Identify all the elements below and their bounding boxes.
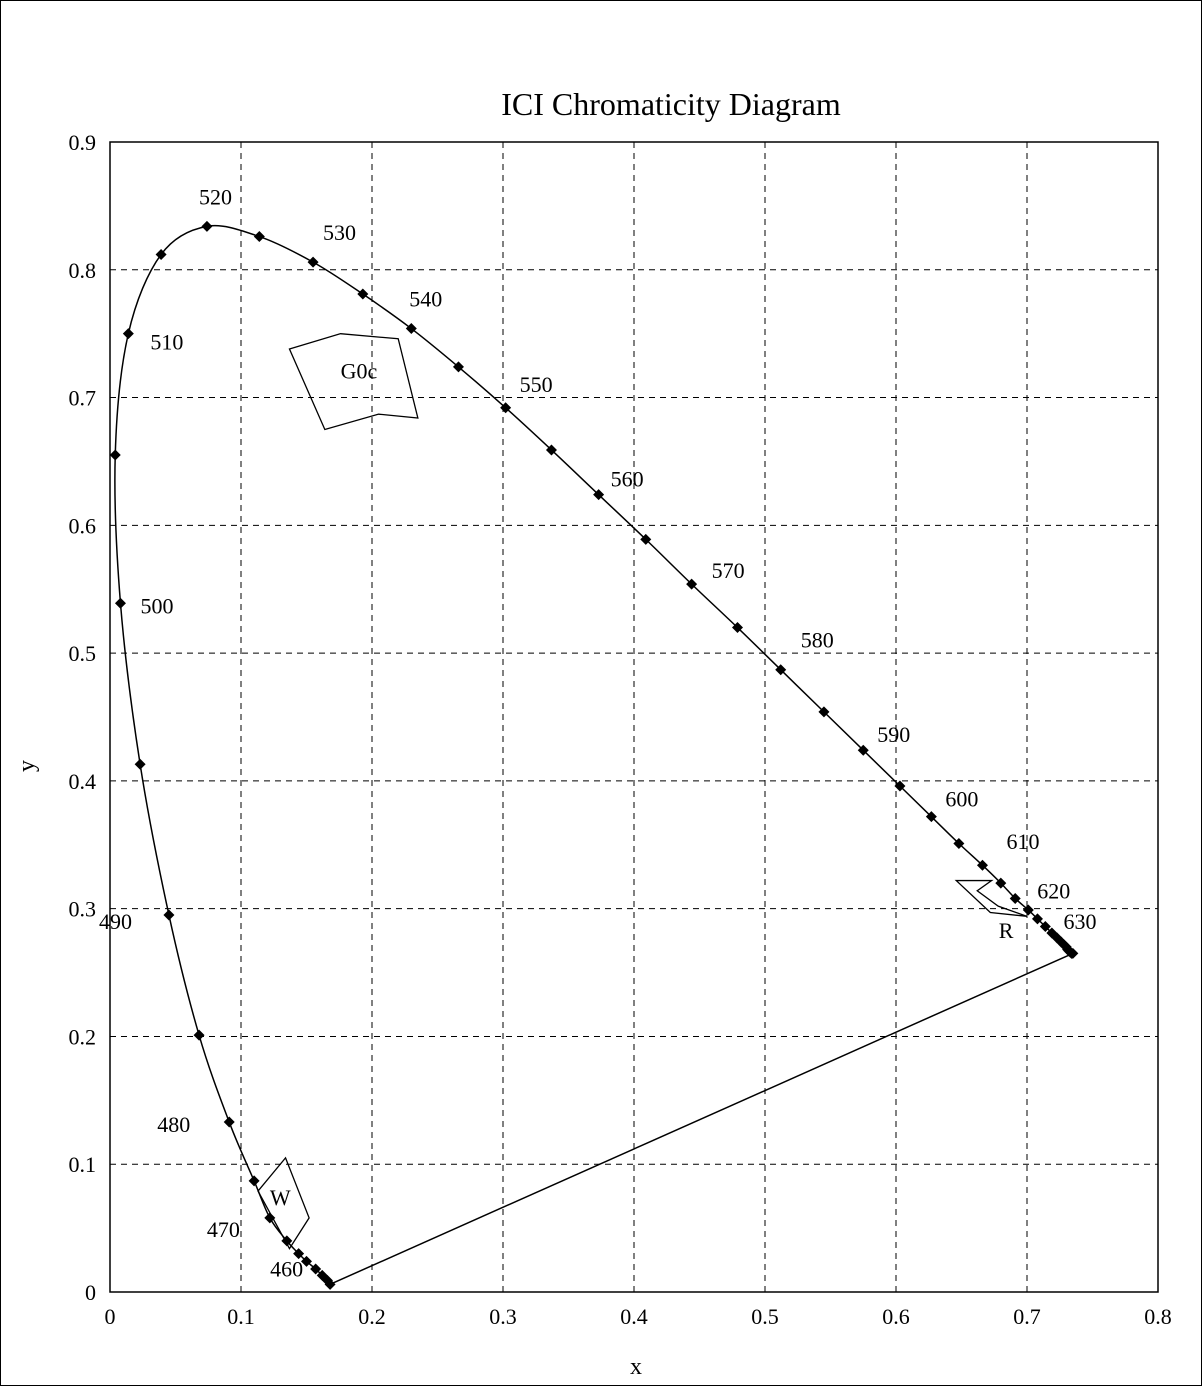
spectral-locus: [114, 224, 1074, 1286]
data-point-marker: [109, 449, 121, 461]
x-axis-label: x: [630, 1354, 642, 1380]
data-point-marker: [857, 744, 869, 756]
data-point-marker: [201, 220, 213, 232]
y-axis-label: y: [14, 760, 40, 772]
wavelength-label: 520: [199, 184, 232, 209]
data-point-marker: [1009, 892, 1021, 904]
data-point-marker: [310, 1263, 322, 1275]
wavelength-label: 540: [409, 287, 442, 312]
data-point-marker: [301, 1255, 312, 1267]
x-tick-label: 0.4: [620, 1304, 648, 1329]
y-tick-label: 0.9: [69, 130, 97, 155]
data-point-marker: [307, 256, 319, 268]
data-point-marker: [223, 1116, 235, 1128]
wavelength-label: 460: [270, 1256, 303, 1281]
x-tick-label: 0.7: [1013, 1304, 1041, 1329]
wavelength-label: 530: [323, 220, 356, 245]
data-point-marker: [995, 877, 1007, 889]
region-label: G0c: [341, 358, 378, 383]
data-point-marker: [155, 248, 167, 260]
wavelength-label: 480: [157, 1112, 190, 1137]
y-tick-label: 0.2: [69, 1024, 97, 1049]
data-point-marker: [134, 758, 146, 770]
wavelength-labels: 460 470 480 490 500 510 520 530 540 550 560 570 580 5…: [99, 184, 1097, 1281]
data-point-marker: [122, 328, 134, 340]
wavelength-label: 610: [1006, 829, 1039, 854]
data-point-marker: [686, 578, 698, 590]
x-tick-label: 0.3: [489, 1304, 517, 1329]
x-tick-label: 0.2: [358, 1304, 386, 1329]
data-point-marker: [193, 1029, 205, 1041]
data-point-marker: [1067, 947, 1079, 959]
y-tick-label: 0: [85, 1280, 96, 1305]
y-tick-label: 0.6: [69, 513, 97, 538]
wavelength-label: 560: [611, 467, 644, 492]
region-outline: [288, 333, 419, 431]
y-tick-label: 0.7: [69, 386, 97, 411]
data-markers: [109, 220, 1079, 1290]
data-point-marker: [114, 597, 126, 609]
data-point-marker: [357, 288, 369, 300]
data-point-marker: [593, 489, 605, 501]
data-point-marker: [452, 361, 464, 373]
data-point-marker: [293, 1248, 305, 1260]
region-outline: [257, 1156, 310, 1250]
data-point-marker: [1022, 904, 1034, 916]
data-point-marker: [925, 811, 937, 823]
wavelength-label: 470: [207, 1217, 240, 1242]
purple-line: [329, 952, 1074, 1286]
wavelength-label: 630: [1063, 909, 1096, 934]
spectral-locus-line: [114, 224, 1073, 1285]
tick-labels: 0 0.1 0.2 0.3 0.4 0.5 0.6 0.7 0.8 0 0.1 0.2 0.3 0.4 0.…: [69, 130, 1172, 1329]
wavelength-label: 490: [99, 909, 132, 934]
data-point-marker: [818, 706, 830, 718]
y-tick-label: 0.8: [69, 258, 97, 283]
x-tick-label: 0: [105, 1304, 116, 1329]
data-point-marker: [545, 444, 557, 456]
data-point-marker: [248, 1175, 260, 1187]
x-tick-label: 0.8: [1144, 1304, 1172, 1329]
data-point-marker: [500, 402, 512, 414]
region-label: W: [270, 1185, 291, 1210]
x-tick-label: 0.6: [882, 1304, 910, 1329]
regions: G0c W R: [257, 333, 1028, 1250]
wavelength-label: 620: [1037, 878, 1070, 903]
data-point-marker: [894, 780, 906, 792]
wavelength-label: 550: [520, 372, 553, 397]
region-label: R: [999, 918, 1014, 943]
wavelength-label: 510: [150, 330, 183, 355]
data-point-marker: [976, 859, 988, 871]
data-point-marker: [163, 909, 175, 921]
wavelength-label: 600: [945, 787, 978, 812]
data-point-marker: [1031, 913, 1043, 925]
y-tick-label: 0.3: [69, 897, 97, 922]
data-point-marker: [1039, 921, 1051, 933]
plot-area-border: [109, 141, 1159, 1293]
data-point-marker: [953, 838, 965, 849]
chart-title: ICI Chromaticity Diagram: [501, 86, 841, 122]
y-tick-label: 0.5: [69, 641, 97, 666]
data-point-marker: [731, 622, 743, 634]
data-point-marker: [316, 1269, 328, 1281]
data-point-marker: [281, 1235, 293, 1247]
grid-lines: [110, 142, 1158, 1292]
data-point-marker: [640, 533, 652, 545]
x-tick-label: 0.5: [751, 1304, 779, 1329]
x-tick-label: 0.1: [227, 1304, 255, 1329]
data-point-marker: [264, 1212, 276, 1224]
wavelength-label: 590: [877, 722, 910, 747]
region-outline: [954, 879, 1028, 917]
y-tick-label: 0.4: [69, 769, 97, 794]
data-point-marker: [775, 664, 787, 676]
data-point-marker: [253, 231, 265, 243]
data-point-marker: [405, 323, 417, 335]
wavelength-label: 500: [140, 593, 173, 618]
y-tick-label: 0.1: [69, 1152, 97, 1177]
wavelength-label: 580: [801, 628, 834, 653]
wavelength-label: 570: [712, 558, 745, 583]
